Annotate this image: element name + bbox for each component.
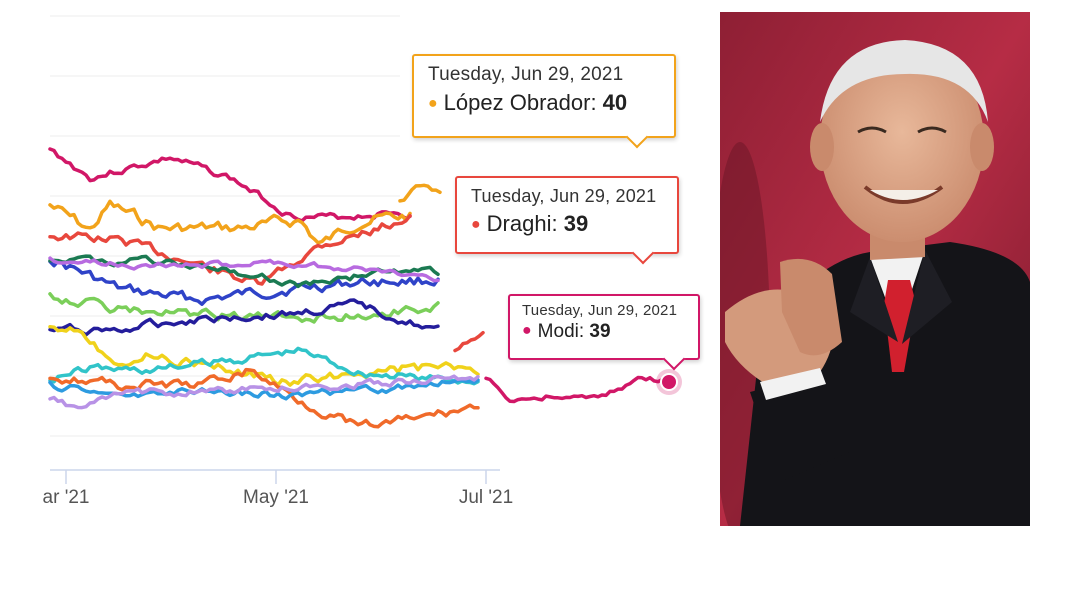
tooltip-lopez-obrador: Tuesday, Jun 29, 2021 ● López Obrador: 40 — [412, 54, 676, 149]
person-photo-icon — [720, 12, 1030, 526]
tooltip-row: ● Modi: 39 — [522, 321, 611, 342]
tooltip-draghi: Tuesday, Jun 29, 2021 ● Draghi: 39 — [455, 176, 679, 265]
chart-plot: ar '21 May '21 Jul '21 — [43, 15, 682, 508]
series-line — [48, 374, 480, 410]
tooltip-date: Tuesday, Jun 29, 2021 — [428, 64, 624, 85]
series-line — [453, 330, 485, 353]
tooltip-date: Tuesday, Jun 29, 2021 — [471, 186, 657, 206]
x-tick-label: May '21 — [243, 487, 309, 508]
series-dot-icon: ● — [522, 322, 532, 339]
series-line — [48, 259, 440, 306]
approval-chart: ar '21 May '21 Jul '21 Tuesday, Jun 29, 20… — [43, 15, 700, 508]
tooltip-modi: Tuesday, Jun 29, 2021 ● Modi: 39 — [508, 294, 700, 371]
series-line — [48, 367, 480, 429]
tooltip-row: ● Draghi: 39 — [471, 211, 589, 236]
series-line — [48, 213, 412, 286]
hover-marker — [660, 373, 678, 391]
series-dot-icon: ● — [428, 95, 438, 112]
series-line — [48, 256, 440, 283]
series-line — [48, 324, 480, 387]
series-line — [484, 375, 668, 404]
series-line — [398, 183, 442, 203]
tooltip-date: Tuesday, Jun 29, 2021 — [522, 302, 678, 319]
series-line — [48, 298, 440, 337]
x-tick-label: Jul '21 — [459, 487, 513, 508]
series-line — [48, 346, 480, 386]
person-photo — [720, 12, 1030, 526]
tooltip-series-name: López Obrador — [443, 90, 591, 115]
tooltip-value: 39 — [563, 211, 589, 236]
tooltip-value: 40 — [602, 90, 628, 115]
x-tick-label: ar '21 — [43, 487, 90, 508]
series-line — [48, 199, 412, 245]
tooltip-value: 39 — [589, 321, 611, 342]
tooltip-series-name: Modi — [537, 321, 579, 342]
tooltip-row: ● López Obrador: 40 — [428, 90, 628, 115]
series-line — [48, 292, 440, 324]
tooltip-series-name: Draghi — [486, 211, 552, 236]
series-dot-icon: ● — [471, 216, 481, 233]
series-line — [48, 147, 412, 223]
